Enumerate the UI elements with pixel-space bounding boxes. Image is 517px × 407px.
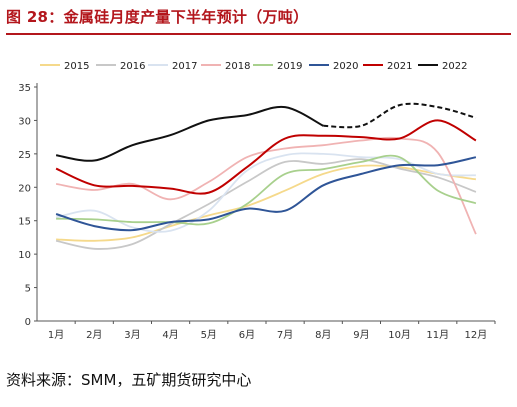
figure-title: 图 28：金属硅月度产量下半年预计（万吨） [6,6,511,35]
x-tick-label: 2月 [86,329,102,341]
x-tick-label: 3月 [124,329,140,341]
series-2016-line [55,158,477,250]
legend-label-2018: 2018 [225,61,250,72]
x-tick-label: 11月 [426,329,449,341]
y-tick-label: 5 [25,284,31,295]
legend-label-2016: 2016 [120,61,145,72]
x-tick-label: 4月 [162,329,178,341]
series-2017-line [55,152,476,233]
series-2018-line [55,136,477,235]
x-tick-label: 1月 [48,329,64,341]
y-tick-label: 10 [18,250,31,261]
legend-label-2020: 2020 [333,61,358,72]
series-2022-line [55,105,324,162]
line-chart: 2015 2016 2017 2018 2019 2020 2021 2022 0 5 10 15 2… [18,61,496,341]
legend-label-2021: 2021 [387,61,412,72]
chart-axes: 0 5 10 15 20 25 30 35 1月 2月 3月 4月 5月 6月 7月 8月 9月 10月 11月 12… [18,83,496,341]
x-tick-label: 6月 [239,329,255,341]
y-tick-label: 25 [18,150,31,161]
legend-label-2015: 2015 [64,61,89,72]
series-2022-forecast-line [323,102,477,129]
legend-label-2017: 2017 [172,61,197,72]
series-2015-line [56,164,477,242]
series-2020-line [55,156,477,232]
y-tick-label: 0 [25,317,31,328]
x-tick-label: 5月 [201,329,217,341]
x-tick-label: 12月 [465,329,488,341]
y-tick-label: 35 [18,83,31,94]
x-tick-label: 7月 [277,329,293,341]
y-tick-label: 15 [18,217,31,228]
y-tick-label: 20 [18,183,31,194]
chart-legend: 2015 2016 2017 2018 2019 2020 2021 2022 [40,61,467,72]
legend-label-2019: 2019 [277,61,302,72]
y-tick-label: 30 [18,116,31,127]
series-2021-line [55,119,477,195]
source-note: 资料来源：SMM，五矿期货研究中心 [6,371,252,389]
series-2019-line [56,154,477,226]
legend-label-2022: 2022 [442,61,467,72]
chart-series [55,102,477,250]
x-tick-label: 10月 [388,329,411,341]
x-tick-label: 9月 [353,329,369,341]
x-tick-label: 8月 [315,329,331,341]
